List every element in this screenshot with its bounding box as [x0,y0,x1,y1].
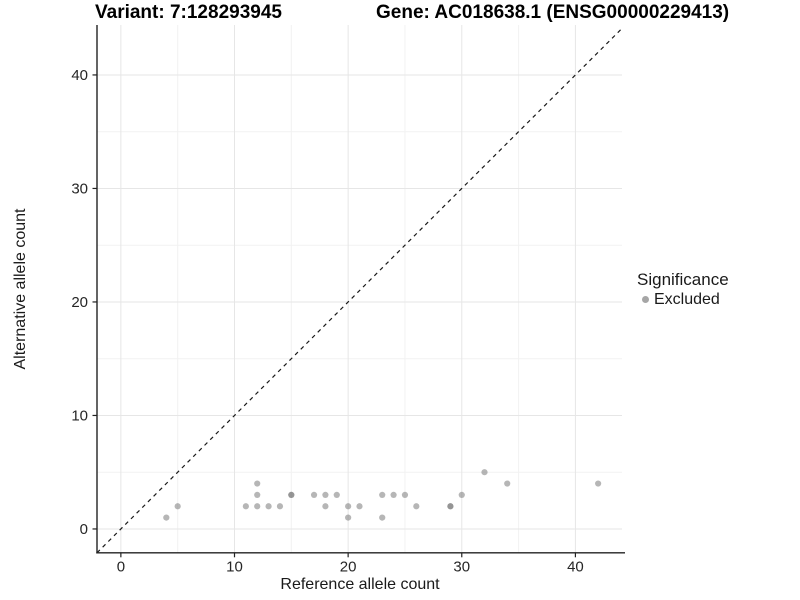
legend-item-excluded: Excluded [637,290,729,309]
data-point [276,503,284,510]
x-tick-label: 0 [117,558,125,575]
data-point [254,491,261,499]
legend-item-label: Excluded [654,291,720,308]
data-point [390,491,397,499]
x-tick-label: 30 [453,558,470,575]
data-point [413,503,420,510]
tick-labels: 0 10 20 30 40 0 10 20 30 40 [71,67,583,575]
y-tick-label: 40 [71,67,88,84]
data-point [322,503,329,510]
legend-title: Significance [637,270,729,289]
grid-minor [97,25,622,553]
identity-line [96,27,623,554]
y-tick-label: 10 [71,408,88,425]
data-point [447,503,454,510]
x-tick-label: 10 [226,558,243,575]
data-point [345,514,352,521]
legend-key-dot-icon [642,296,649,303]
grid-major [97,25,622,553]
data-point [254,480,261,487]
data-point [322,491,329,499]
data-point [174,503,181,510]
y-axis-title: Alternative allele count [12,208,29,370]
legend: Significance Excluded [637,270,729,309]
data-point [288,491,295,499]
x-tick-label: 20 [340,558,357,575]
data-point [242,503,249,510]
y-tick-label: 0 [80,521,88,538]
data-point [333,491,340,499]
y-tick-label: 30 [71,181,88,198]
data-point [254,503,261,510]
data-point [163,514,170,521]
variant-title: Variant: 7:128293945 [95,2,282,23]
data-point [481,469,488,476]
gene-title: Gene: AC018638.1 (ENSG00000229413) [376,2,730,23]
data-point [595,480,602,487]
data-point [504,480,511,487]
x-axis-title: Reference allele count [280,576,440,593]
data-point [345,503,352,510]
data-point [458,491,465,499]
data-point [379,491,386,499]
data-point [356,503,363,510]
data-point [310,491,318,499]
data-point [379,514,386,521]
identity-dashed-line [96,27,623,554]
data-point [265,503,272,510]
scatter-points [163,469,602,521]
x-tick-label: 40 [567,558,584,575]
axes [96,25,625,554]
y-tick-label: 20 [71,294,88,311]
tick-marks [92,74,577,558]
data-point [401,491,409,499]
